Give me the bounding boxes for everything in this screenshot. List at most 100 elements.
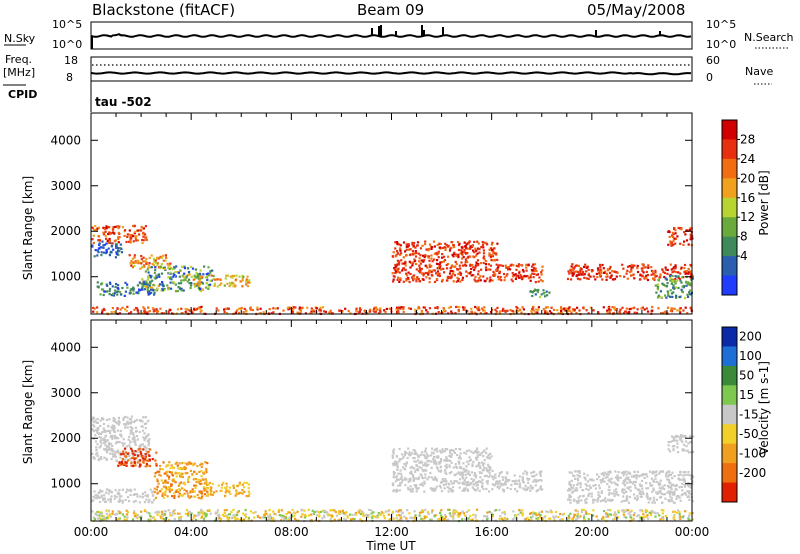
velocity-echo-cell bbox=[461, 510, 464, 513]
velocity-echo-cell bbox=[198, 512, 201, 515]
velocity-echo-cell bbox=[481, 482, 484, 485]
velocity-echo-cell bbox=[590, 479, 594, 482]
power-echo-cell bbox=[537, 306, 540, 309]
velocity-echo-cell bbox=[204, 478, 207, 481]
velocity-echo-cell bbox=[339, 510, 342, 513]
power-echo-cell bbox=[436, 306, 439, 309]
velocity-echo-cell bbox=[524, 484, 527, 487]
velocity-echo-cell bbox=[148, 498, 151, 501]
power-echo-cell bbox=[455, 262, 458, 265]
power-echo-cell bbox=[510, 278, 513, 281]
velocity-echo-cell bbox=[463, 489, 466, 492]
velocity-echo-cell bbox=[682, 474, 685, 477]
velocity-echo-cell bbox=[427, 459, 430, 462]
velocity-echo-cell bbox=[602, 517, 605, 520]
power-echo-cell bbox=[272, 307, 275, 310]
power-echo-cell bbox=[679, 272, 682, 275]
velocity-echo-cell bbox=[96, 417, 99, 421]
velocity-echo-cell bbox=[691, 476, 694, 479]
power-echo-cell bbox=[607, 306, 610, 309]
power-echo-cell bbox=[473, 268, 476, 272]
power-echo-cell bbox=[491, 241, 494, 244]
time-tick-label: 04:00 bbox=[174, 525, 209, 539]
velocity-echo-cell bbox=[200, 465, 203, 469]
velocity-echo-cell bbox=[156, 478, 159, 481]
power-echo-cell bbox=[455, 305, 458, 309]
power-echo-cell bbox=[688, 283, 691, 286]
velocity-echo-cell bbox=[452, 481, 455, 485]
power-echo-cell bbox=[437, 250, 440, 253]
velocity-echo-cell bbox=[584, 478, 587, 481]
velocity-echo-cell bbox=[103, 456, 106, 459]
velocity-echo-cell bbox=[524, 488, 527, 492]
power-echo-cell bbox=[148, 256, 151, 259]
velocity-echo-cell bbox=[439, 461, 442, 464]
velocity-echo-cell bbox=[682, 448, 685, 451]
power-echo-cell bbox=[154, 259, 157, 262]
power-echo-cell bbox=[93, 229, 96, 232]
velocity-echo-cell bbox=[455, 510, 458, 513]
velocity-echo-cell bbox=[171, 478, 174, 482]
power-echo-cell bbox=[167, 264, 170, 267]
velocity-echo-cell bbox=[449, 449, 452, 452]
velocity-echo-cell bbox=[102, 422, 105, 426]
power-echo-cell bbox=[156, 264, 159, 267]
power-echo-cell bbox=[153, 271, 156, 275]
velocity-echo-cell bbox=[568, 493, 571, 497]
power-echo-cell bbox=[514, 277, 517, 280]
power-echo-cell bbox=[450, 274, 453, 277]
power-echo-cell bbox=[471, 263, 474, 267]
power-echo-cell bbox=[137, 259, 140, 262]
velocity-echo-cell bbox=[140, 455, 143, 458]
velocity-echo-cell bbox=[199, 510, 202, 514]
velocity-echo-cell bbox=[122, 418, 125, 421]
velocity-echo-cell bbox=[210, 491, 213, 494]
velocity-echo-cell bbox=[559, 512, 562, 516]
power-echo-cell bbox=[655, 291, 658, 294]
power-echo-cell bbox=[183, 272, 186, 275]
velocity-echo-cell bbox=[639, 509, 642, 512]
velocity-echo-cell bbox=[417, 477, 420, 481]
velocity-echo-cell bbox=[502, 478, 505, 481]
velocity-echo-cell bbox=[116, 429, 120, 432]
velocity-echo-cell bbox=[130, 420, 133, 423]
velocity-echo-region bbox=[91, 508, 694, 523]
velocity-echo-cell bbox=[543, 516, 546, 519]
velocity-echo-cell bbox=[139, 444, 143, 447]
power-echo-cell bbox=[160, 263, 163, 266]
velocity-echo-cell bbox=[144, 445, 147, 448]
velocity-echo-cell bbox=[603, 480, 606, 483]
power-echo-cell bbox=[196, 283, 200, 286]
power-echo-cell bbox=[209, 283, 212, 286]
power-echo-cell bbox=[461, 246, 464, 249]
power-echo-cell bbox=[489, 278, 492, 282]
velocity-echo-cell bbox=[579, 483, 582, 486]
velocity-echo-cell bbox=[135, 435, 139, 438]
power-echo-cell bbox=[420, 267, 423, 271]
velocity-echo-cell bbox=[107, 444, 110, 447]
velocity-echo-cell bbox=[104, 444, 107, 447]
power-echo-cell bbox=[402, 256, 405, 259]
velocity-echo-cell bbox=[395, 480, 398, 483]
velocity-echo-cell bbox=[679, 470, 682, 473]
velocity-echo-cell bbox=[463, 514, 467, 517]
power-echo-cell bbox=[405, 272, 408, 275]
velocity-echo-cell bbox=[437, 470, 440, 473]
velocity-echo-cell bbox=[570, 518, 573, 521]
velocity-echo-cell bbox=[124, 498, 127, 502]
velocity-echo-cell bbox=[455, 465, 458, 468]
velocity-echo-cell bbox=[110, 491, 114, 494]
velocity-echo-cell bbox=[486, 463, 490, 466]
velocity-echo-cell bbox=[609, 513, 613, 516]
velocity-echo-cell bbox=[681, 440, 684, 443]
velocity-echo-cell bbox=[418, 511, 422, 514]
power-echo-cell bbox=[141, 284, 144, 287]
power-echo-cell bbox=[394, 265, 397, 268]
velocity-echo-cell bbox=[432, 487, 435, 490]
velocity-echo-cell bbox=[115, 460, 118, 463]
power-echo-cell bbox=[130, 263, 133, 266]
velocity-echo-cell bbox=[582, 494, 585, 497]
power-echo-cell bbox=[496, 269, 499, 272]
power-echo-cell bbox=[413, 258, 416, 261]
velocity-echo-cell bbox=[131, 427, 134, 430]
